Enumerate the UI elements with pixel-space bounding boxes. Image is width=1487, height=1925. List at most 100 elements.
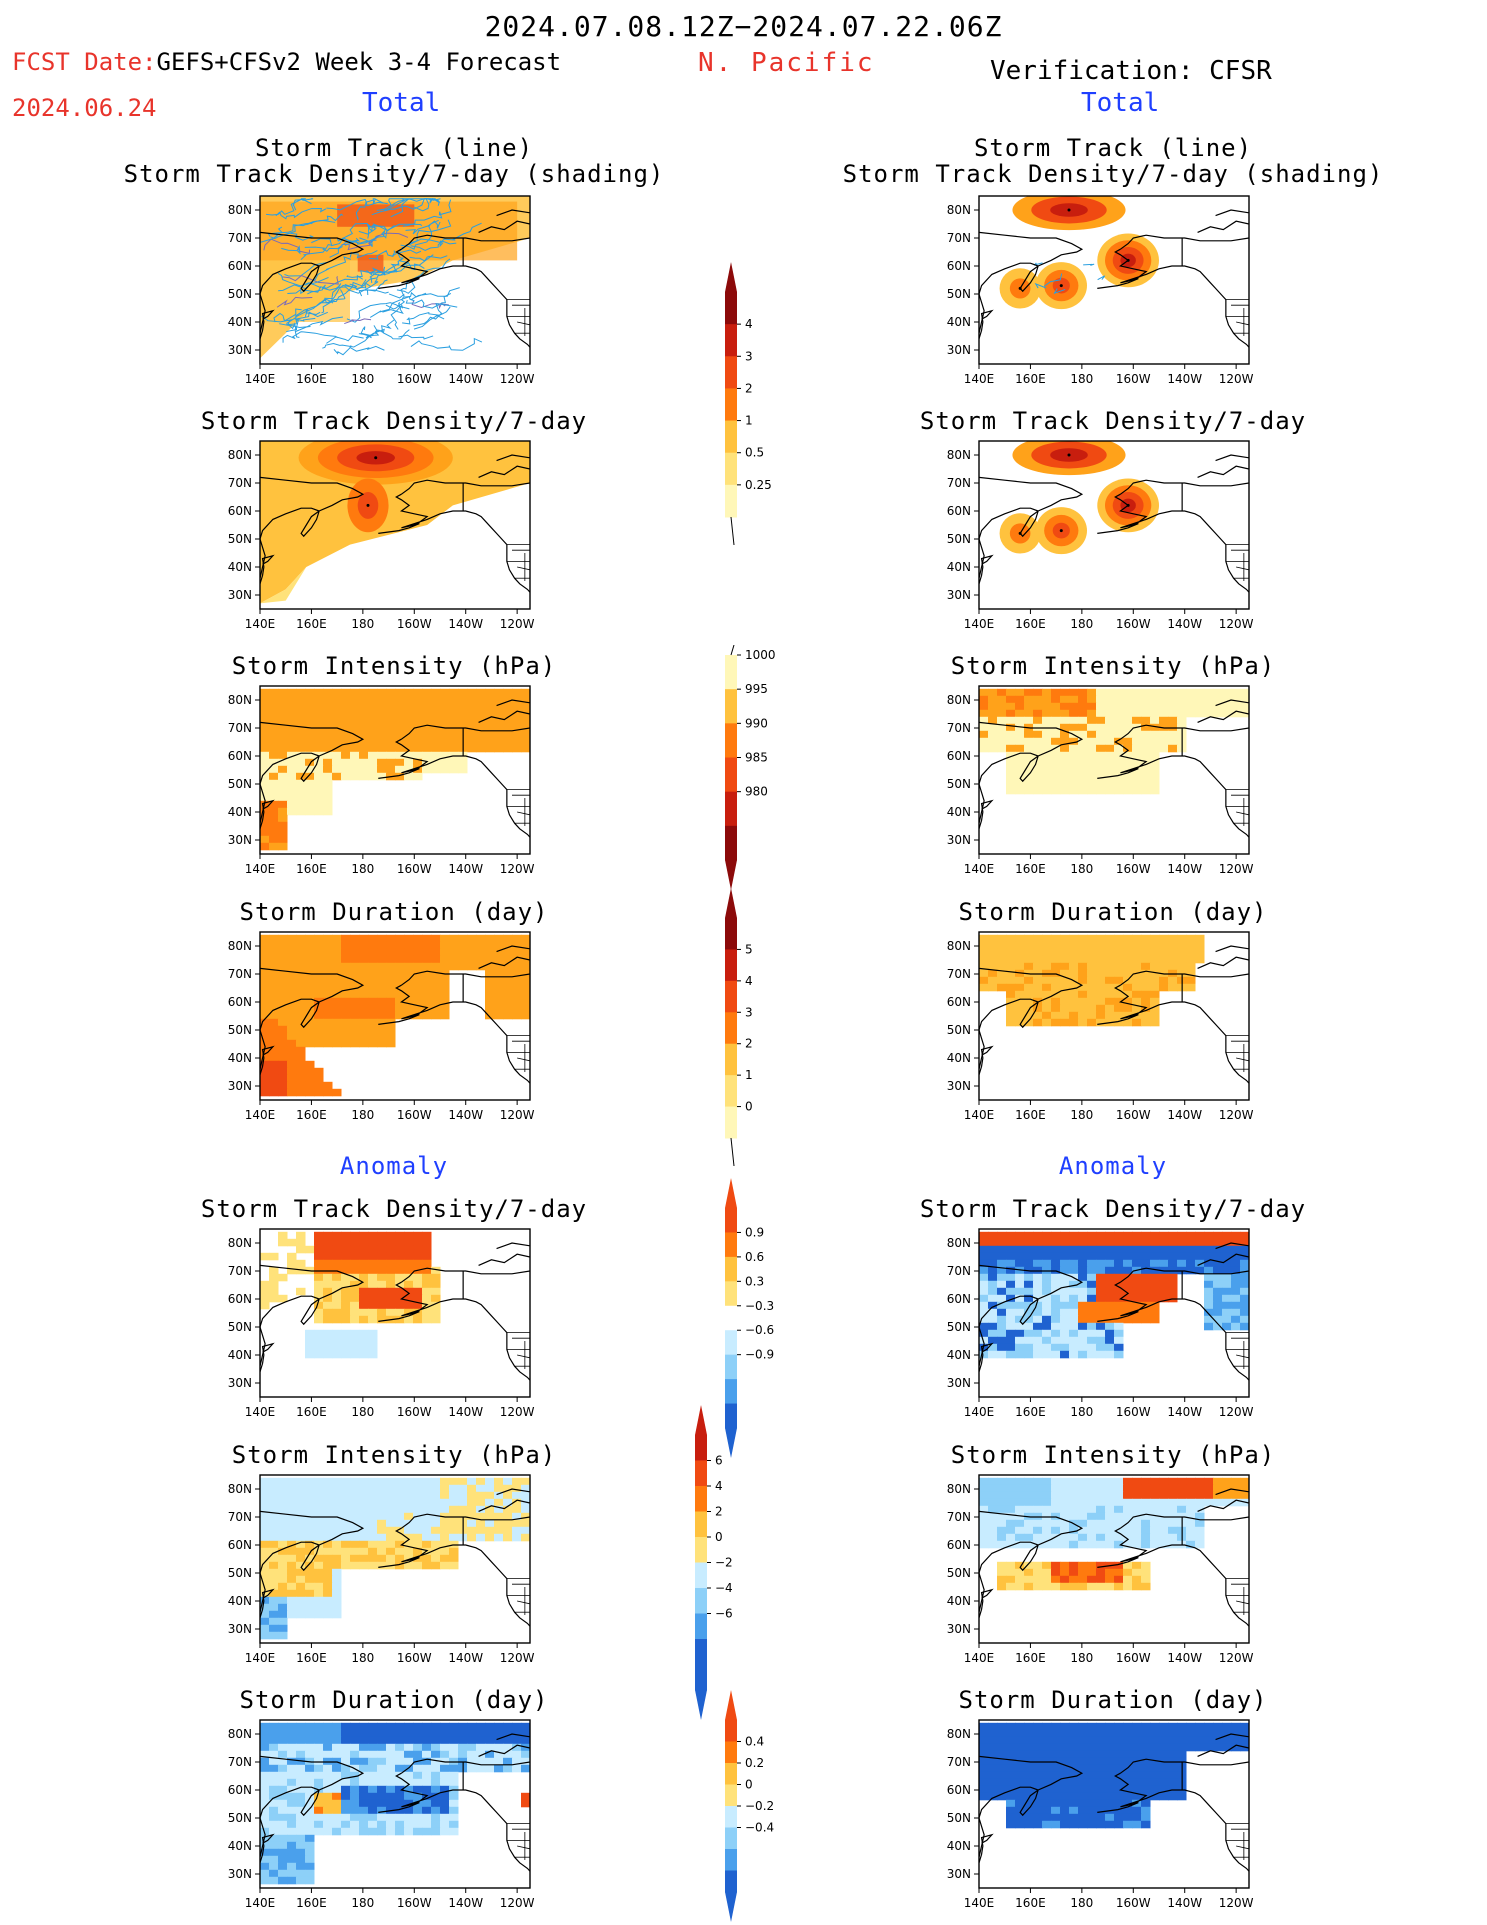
grid-cell xyxy=(997,709,1007,718)
colorbar-segment xyxy=(725,1281,737,1307)
grid-cell xyxy=(1060,1533,1070,1542)
grid-cell xyxy=(269,1855,279,1864)
grid-cell xyxy=(1015,1568,1025,1577)
grid-cell xyxy=(1177,955,1187,964)
grid-cell xyxy=(305,1526,315,1535)
grid-cell xyxy=(323,1505,333,1514)
colorbar-segment xyxy=(725,825,737,861)
grid-cell xyxy=(1141,709,1151,718)
grid-cell xyxy=(332,1792,342,1801)
grid-cell xyxy=(1168,1231,1178,1240)
grid-cell xyxy=(1024,1322,1034,1331)
grid-cell xyxy=(332,1477,342,1486)
grid-cell xyxy=(1213,1736,1223,1745)
grid-cell xyxy=(1150,744,1160,753)
grid-cell xyxy=(1132,1301,1142,1310)
grid-cell xyxy=(377,1011,387,1020)
grid-cell xyxy=(278,1785,288,1794)
grid-cell xyxy=(494,941,504,950)
grid-cell xyxy=(476,962,486,971)
coastline xyxy=(979,1588,994,1618)
storm-track xyxy=(305,256,351,286)
grid-cell xyxy=(1042,1750,1052,1759)
y-tick-label: 60N xyxy=(947,1538,971,1552)
grid-cell xyxy=(287,1876,297,1885)
grid-cell xyxy=(350,1554,360,1563)
grid-cell xyxy=(1006,1568,1016,1577)
grid-cell xyxy=(1069,772,1079,781)
grid-cell xyxy=(1033,1484,1043,1493)
map-frame xyxy=(978,685,1250,855)
grid-cell xyxy=(287,983,297,992)
grid-cell xyxy=(979,744,989,753)
grid-cell xyxy=(386,1484,396,1493)
grid-cell xyxy=(1150,1018,1160,1027)
grid-cell xyxy=(1141,1526,1151,1535)
grid-cell xyxy=(332,1547,342,1556)
grid-cell xyxy=(323,695,333,704)
grid-cell xyxy=(314,1252,324,1261)
y-tick-label: 50N xyxy=(947,1320,971,1334)
grid-cell xyxy=(1177,934,1187,943)
colorbar-segment xyxy=(725,723,737,758)
grid-cell xyxy=(332,716,342,725)
grid-cell xyxy=(1132,1582,1142,1591)
grid-cell xyxy=(413,1273,423,1282)
grid-cell xyxy=(278,1294,288,1303)
x-tick-label: 160E xyxy=(1015,862,1046,876)
y-tick-label: 40N xyxy=(947,560,971,574)
grid-cell xyxy=(359,758,369,767)
grid-cell xyxy=(1006,751,1016,760)
grid-cell xyxy=(278,1512,288,1521)
grid-cell xyxy=(287,1060,297,1069)
grid-cell xyxy=(1195,1743,1205,1752)
grid-cell xyxy=(341,716,351,725)
grid-cell xyxy=(386,1280,396,1289)
grid-cell xyxy=(1186,1259,1196,1268)
grid-cell xyxy=(260,1252,270,1261)
grid-cell xyxy=(404,1806,414,1815)
grid-cell xyxy=(296,1876,306,1885)
grid-cell xyxy=(269,1046,279,1055)
grid-cell xyxy=(1015,1743,1025,1752)
grid-cell xyxy=(1204,1308,1214,1317)
colorbar-arrow-top xyxy=(695,1405,707,1435)
grid-cell xyxy=(431,1778,441,1787)
grid-cell xyxy=(1033,688,1043,697)
density-fill xyxy=(337,204,415,227)
grid-cell xyxy=(413,702,423,711)
grid-cell xyxy=(503,990,513,999)
grid-cell xyxy=(1177,1238,1187,1247)
grid-cell xyxy=(1087,1533,1097,1542)
coastline xyxy=(1197,1744,1249,1757)
grid-cell xyxy=(476,1736,486,1745)
storm-track xyxy=(306,213,344,226)
grid-cell xyxy=(278,1039,288,1048)
grid-cell xyxy=(368,1526,378,1535)
grid-cell xyxy=(287,1484,297,1493)
grid-cell xyxy=(314,1025,324,1034)
grid-cell xyxy=(997,730,1007,739)
grid-cell xyxy=(377,1491,387,1500)
grid-cell xyxy=(1204,1252,1214,1261)
grid-cell xyxy=(1186,1484,1196,1493)
grid-cell xyxy=(1096,1231,1106,1240)
grid-cell xyxy=(979,1287,989,1296)
grid-cell xyxy=(260,1032,270,1041)
grid-cell xyxy=(494,997,504,1006)
grid-cell xyxy=(512,1011,522,1020)
map-content xyxy=(979,934,1249,1084)
grid-cell xyxy=(1060,786,1070,795)
grid-cell xyxy=(1042,1785,1052,1794)
coastline xyxy=(378,1557,420,1568)
grid-cell xyxy=(1159,941,1169,950)
grid-cell xyxy=(395,702,405,711)
grid-cell xyxy=(458,1743,468,1752)
grid-cell xyxy=(305,688,315,697)
grid-cell xyxy=(1123,1308,1133,1317)
grid-cell xyxy=(1168,1491,1178,1500)
grid-cell xyxy=(1195,1505,1205,1514)
storm-track xyxy=(346,302,400,323)
grid-cell xyxy=(979,1231,989,1240)
grid-cell xyxy=(296,1806,306,1815)
